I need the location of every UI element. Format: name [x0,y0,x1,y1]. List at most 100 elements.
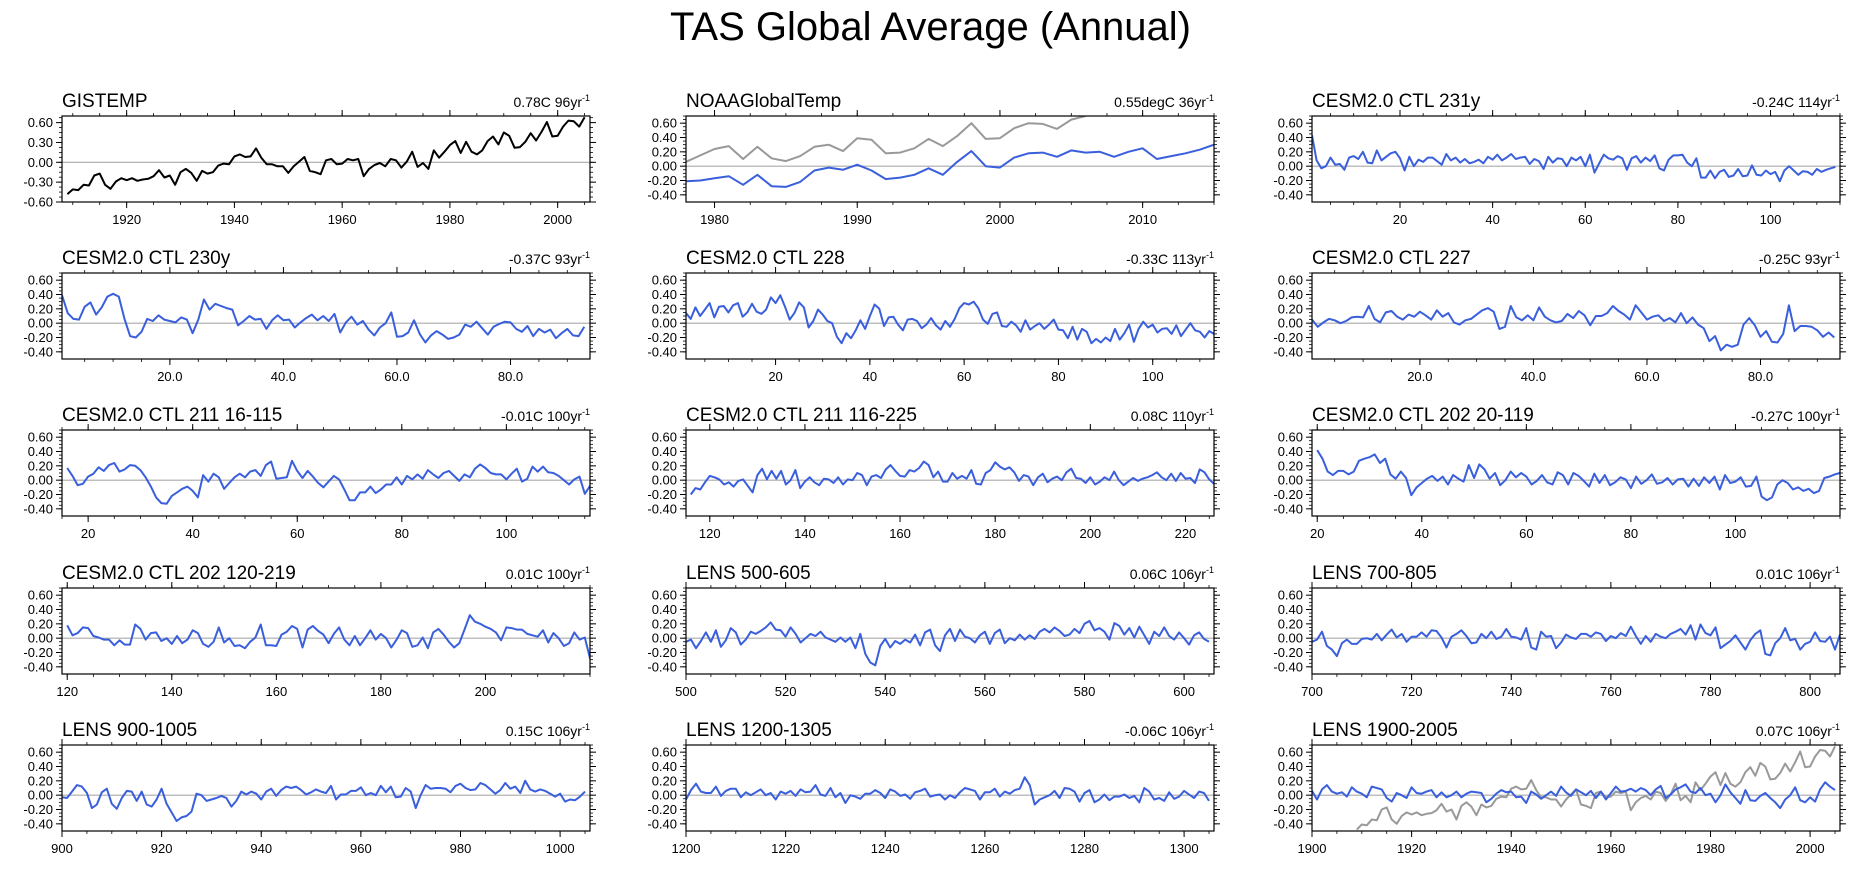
trend-exponent: -1 [1206,722,1214,732]
trend-exponent: -1 [1832,250,1840,260]
panel-title: GISTEMP [62,91,148,112]
trend-value: 0.15C 106yr [506,723,583,739]
x-tick-label: 1900 [1298,841,1327,856]
trend-label: 0.55degC 36yr-1 [1114,93,1214,110]
series-line-model [62,292,586,344]
series-line-model [686,620,1210,667]
x-tick-label: 60.0 [384,369,409,384]
y-tick-label: 0.60 [1278,273,1303,288]
trend-value: 0.01C 100yr [506,566,583,582]
panel-3: CESM2.0 CTL 231y -0.24C 114yr-1 -0.40-0.20… [1273,91,1846,227]
x-tick-label: 60 [957,369,971,384]
x-tick-label: 2000 [543,212,572,227]
y-tick-label: 0.40 [1278,444,1303,459]
y-tick-label: 0.60 [652,273,677,288]
trend-label: 0.07C 106yr-1 [1756,722,1840,739]
panel-10: CESM2.0 CTL 202 120-219 0.01C 100yr-1 -0.4… [23,563,596,699]
panel-title: CESM2.0 CTL 228 [686,248,845,269]
trend-value: 0.07C 106yr [1756,723,1833,739]
x-tick-label: 1980 [435,212,464,227]
panel-title: CESM2.0 CTL 202 20-119 [1312,405,1534,426]
y-tick-label: 0.00 [652,473,677,488]
plot-frame [1311,272,1841,360]
x-tick-label: 20.0 [157,369,182,384]
trend-label: 0.06C 106yr-1 [1130,565,1214,582]
y-tick-label: 0.40 [28,602,53,617]
series-line-model [62,779,586,822]
trend-value: 0.55degC 36yr [1114,94,1206,110]
trend-value: 0.78C 96yr [514,94,583,110]
x-tick-label: 1990 [843,212,872,227]
y-tick-label: 0.00 [652,788,677,803]
trend-value: -0.33C 113yr [1126,251,1206,267]
panel-11: LENS 500-605 0.06C 106yr-1-0.40-0.200.000… [647,563,1220,699]
panel-2: NOAAGlobalTemp 0.55degC 36yr-1-0.40-0.200… [647,91,1220,227]
plot-frame [685,115,1215,203]
series-line-noaaglobaltemp [686,116,1086,163]
y-tick-label: 0.00 [1278,788,1303,803]
y-tick-label: 0.60 [28,588,53,603]
plot-frame [61,744,591,832]
y-tick-label: 0.00 [652,316,677,331]
series-line-model [1312,304,1835,352]
x-tick-label: 960 [350,841,372,856]
y-tick-label: 0.00 [28,631,53,646]
y-tick-label: -0.40 [1273,344,1303,359]
trend-label: 0.78C 96yr-1 [514,93,591,110]
trend-value: -0.01C 100yr [501,408,582,424]
x-tick-label: 580 [1074,684,1096,699]
x-tick-label: 120 [56,684,78,699]
trend-label: -0.33C 113yr-1 [1126,250,1214,267]
y-tick-label: -0.20 [1273,173,1303,188]
panel-title: CESM2.0 CTL 230y [62,248,231,269]
y-tick-label: 0.30 [28,135,53,150]
y-tick-label: 0.40 [1278,602,1303,617]
trend-label: -0.01C 100yr-1 [501,407,590,424]
x-tick-label: 80 [1671,212,1685,227]
y-tick-label: 0.20 [652,458,677,473]
y-tick-label: -0.20 [647,802,677,817]
y-tick-label: -0.40 [1273,816,1303,831]
x-tick-label: 2000 [1796,841,1825,856]
x-tick-label: 40 [863,369,877,384]
panel-title: NOAAGlobalTemp [686,91,841,112]
trend-label: -0.25C 93yr-1 [1759,250,1840,267]
y-tick-label: 0.40 [1278,287,1303,302]
trend-exponent: -1 [582,407,590,417]
y-tick-label: -0.40 [1273,659,1303,674]
series-line-model [66,459,590,505]
trend-value: -0.27C 100yr [1751,408,1832,424]
y-tick-label: -0.20 [647,173,677,188]
y-tick-label: 0.60 [652,588,677,603]
y-tick-label: -0.40 [23,501,53,516]
y-tick-label: 0.60 [1278,588,1303,603]
x-tick-label: 980 [450,841,472,856]
y-tick-label: 0.60 [1278,745,1303,760]
y-tick-label: 0.20 [28,773,53,788]
y-tick-label: 0.00 [1278,159,1303,174]
x-tick-label: 40 [185,526,199,541]
y-tick-label: -0.40 [23,344,53,359]
x-tick-label: 60.0 [1634,369,1659,384]
panel-14: LENS 1200-1305 -0.06C 106yr-1-0.40-0.200.… [647,720,1220,856]
panel-title: LENS 1200-1305 [686,720,832,741]
figure-title: TAS Global Average (Annual) [669,5,1192,49]
x-tick-label: 20.0 [1407,369,1432,384]
panel-title: CESM2.0 CTL 231y [1312,91,1481,112]
trend-exponent: -1 [582,250,590,260]
x-tick-label: 2000 [985,212,1014,227]
y-tick-label: -0.20 [1273,802,1303,817]
panel-6: CESM2.0 CTL 227 -0.25C 93yr-1-0.40-0.200.… [1273,248,1846,384]
x-tick-label: 1220 [771,841,800,856]
x-tick-label: 140 [794,526,816,541]
y-tick-label: -0.20 [1273,487,1303,502]
trend-exponent: -1 [582,722,590,732]
series-line-model [686,776,1210,806]
trend-value: -0.06C 106yr [1125,723,1206,739]
y-tick-label: 0.60 [652,116,677,131]
y-tick-label: 0.00 [652,159,677,174]
y-tick-label: -0.40 [23,659,53,674]
trend-label: -0.37C 93yr-1 [509,250,590,267]
trend-label: -0.27C 100yr-1 [1751,407,1840,424]
plot-frame [61,587,591,675]
